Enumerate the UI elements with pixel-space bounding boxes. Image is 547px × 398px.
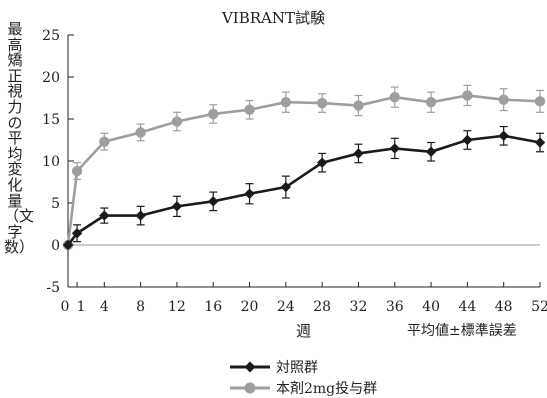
y-tick-label: 0 xyxy=(51,238,60,254)
series-control xyxy=(62,125,546,251)
y-tick-label: 25 xyxy=(42,28,60,44)
data-point xyxy=(208,108,219,120)
y-tick-label: 10 xyxy=(42,154,60,170)
data-point xyxy=(534,137,546,148)
data-point xyxy=(534,96,546,107)
data-point xyxy=(99,136,110,147)
data-point xyxy=(498,94,509,105)
chart-title: VIBRANT試験 xyxy=(221,9,326,27)
legend-item-drug: 本剤2mg投与群 xyxy=(228,377,377,398)
data-point xyxy=(244,104,255,115)
data-point xyxy=(353,148,364,159)
legend-label-drug: 本剤2mg投与群 xyxy=(276,380,378,397)
x-tick-label: 20 xyxy=(241,299,259,315)
x-tick-label: 40 xyxy=(422,299,440,315)
x-tick-label: 32 xyxy=(350,299,368,315)
x-axis-label: 週 xyxy=(296,322,312,340)
data-point xyxy=(244,188,255,199)
series-line xyxy=(66,94,541,246)
data-point xyxy=(71,228,83,239)
x-tick-label: 36 xyxy=(386,299,404,315)
x-tick-label: 0 xyxy=(61,299,70,315)
data-point xyxy=(425,97,437,108)
x-tick-label: 28 xyxy=(313,299,331,315)
legend-marker-circle-icon xyxy=(230,382,270,393)
data-point xyxy=(171,201,183,212)
data-point xyxy=(389,143,400,154)
data-point xyxy=(208,196,219,207)
x-tick-label: 4 xyxy=(100,299,109,315)
y-tick-label: -5 xyxy=(46,280,60,296)
series-layer xyxy=(62,84,546,251)
legend-item-control: 対照群 xyxy=(228,356,377,377)
y-tick-label: 20 xyxy=(42,70,60,86)
data-point xyxy=(353,100,364,111)
x-tick-label: 1 xyxy=(77,299,86,315)
series-line xyxy=(66,134,541,246)
legend-label-control: 対照群 xyxy=(276,359,318,376)
data-point xyxy=(71,165,83,177)
data-point xyxy=(316,157,328,168)
y-tick-label: 15 xyxy=(42,112,60,128)
data-point xyxy=(462,90,473,101)
y-axis-label: 最高矯正視力の平均変化量（文字数） xyxy=(4,20,35,257)
legend-marker-diamond-icon xyxy=(230,361,270,372)
x-tick-label: 44 xyxy=(458,299,476,315)
error-note: 平均値±標準誤差 xyxy=(407,323,517,339)
data-point xyxy=(425,146,437,157)
y-tick-label: 5 xyxy=(51,196,60,212)
x-tick-label: 8 xyxy=(136,299,145,315)
data-point xyxy=(99,210,110,221)
data-point xyxy=(280,97,292,108)
data-point xyxy=(62,239,74,251)
legend: 対照群 本剤2mg投与群 xyxy=(228,356,377,398)
x-tick-label: 48 xyxy=(495,299,513,315)
data-point xyxy=(280,181,292,193)
data-point xyxy=(135,127,146,138)
data-point xyxy=(498,130,509,141)
x-tick-label: 52 xyxy=(531,299,547,315)
data-point xyxy=(171,116,183,127)
x-tick-label: 24 xyxy=(277,299,295,315)
data-point xyxy=(135,210,146,221)
x-tick-label: 12 xyxy=(168,299,186,315)
data-point xyxy=(316,97,328,109)
data-point xyxy=(389,91,400,103)
x-tick-label: 16 xyxy=(204,299,222,315)
series-drug xyxy=(62,84,546,251)
data-point xyxy=(462,134,473,146)
